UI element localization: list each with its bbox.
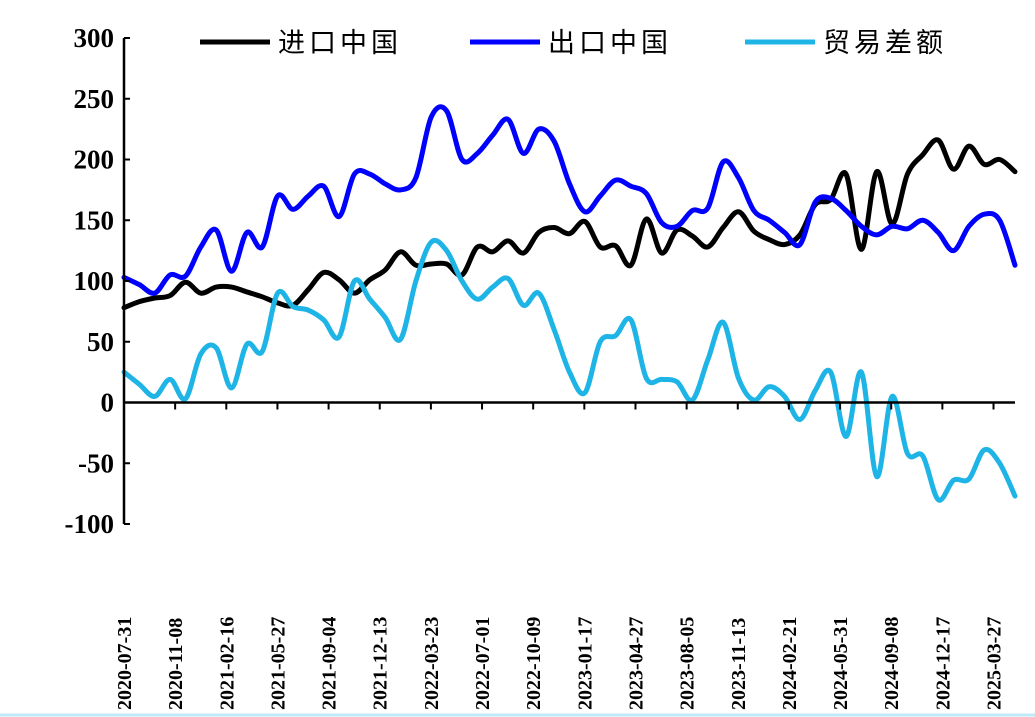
x-tick-label: 2023-11-13 — [728, 618, 750, 710]
axes: 300 250 200 150 100 50 0 -50 -100 2020-07-31 2020-… — [65, 23, 1015, 710]
x-tick-label: 2024-05-31 — [830, 617, 852, 710]
series-lines — [121, 104, 1018, 503]
x-tick-label: 2024-02-21 — [779, 617, 801, 710]
x-tick-label: 2022-10-09 — [523, 617, 545, 710]
x-tick-label: 2021-05-27 — [267, 617, 289, 710]
series-line-2 — [121, 237, 1018, 503]
legend-label-0: 进口中国 — [278, 28, 402, 59]
x-tick-label: 2023-08-05 — [677, 617, 699, 710]
y-tick-label: 250 — [74, 84, 115, 114]
x-tick-label: 2023-04-27 — [625, 617, 647, 710]
y-tick-label: 300 — [74, 23, 115, 53]
series-line-0 — [121, 137, 1018, 311]
x-tick-label: 2025-03-27 — [984, 617, 1006, 710]
legend-label-1: 出口中国 — [548, 28, 672, 59]
y-tick-label: 50 — [87, 327, 114, 357]
y-tick-label: 150 — [74, 205, 115, 235]
x-tick-label: 2020-11-08 — [165, 618, 187, 710]
y-tick-label: -100 — [65, 509, 115, 539]
x-tick-label: 2023-01-17 — [574, 617, 596, 710]
x-tick-label: 2022-03-23 — [421, 617, 443, 710]
series-line-1 — [121, 104, 1018, 296]
y-tick-label: 200 — [74, 145, 115, 175]
x-tick-label: 2021-09-04 — [319, 617, 341, 710]
x-tick-label: 2024-09-08 — [881, 617, 903, 710]
y-tick-label: -50 — [78, 448, 114, 478]
legend-label-2: 贸易差额 — [823, 28, 947, 59]
x-tick-label: 2021-12-13 — [370, 617, 392, 710]
y-tick-label: 0 — [101, 388, 115, 418]
x-tick-label: 2020-07-31 — [114, 617, 136, 710]
y-tick-label: 100 — [74, 266, 115, 296]
x-tick-label: 2022-07-01 — [472, 617, 494, 710]
x-tick-label: 2024-12-17 — [932, 617, 954, 710]
x-tick-label: 2021-02-16 — [216, 617, 238, 710]
legend: 进口中国 出口中国 贸易差额 — [200, 28, 947, 59]
